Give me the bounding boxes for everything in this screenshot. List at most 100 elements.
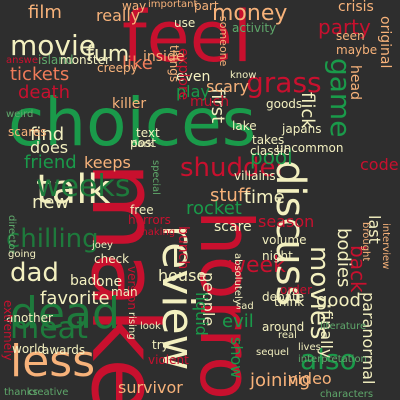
- word-villains: villains: [234, 169, 276, 183]
- word-favorite: favorite: [40, 288, 110, 309]
- word-party: party: [318, 15, 371, 39]
- word-weird: weird: [6, 109, 34, 120]
- word-interpretation: interpretation: [298, 354, 367, 365]
- word-tickets: tickets: [10, 64, 70, 85]
- word-sequel: sequel: [256, 347, 289, 358]
- word-choices: choices: [8, 84, 257, 161]
- word-dark: dark: [131, 139, 154, 150]
- word-someone: someone: [217, 16, 230, 67]
- word-answer: answer: [6, 55, 43, 66]
- word-season: season: [258, 212, 315, 231]
- word-around: around: [262, 320, 305, 334]
- word-scare: scare: [214, 219, 252, 235]
- word-one: one: [96, 274, 123, 290]
- word-awards: awards: [42, 343, 86, 357]
- word-making: making: [138, 227, 176, 238]
- word-week: week: [228, 253, 286, 278]
- word-thanks: thanks: [4, 387, 38, 398]
- word-inside: inside: [143, 49, 185, 65]
- word-chilling: chilling: [6, 224, 99, 254]
- word-director: director: [6, 215, 17, 254]
- word-joey: joey: [92, 240, 113, 251]
- word-think: think: [274, 295, 305, 309]
- word-survivor: survivor: [118, 378, 183, 397]
- word-going: going: [8, 249, 36, 260]
- word-stuff: stuff: [210, 185, 251, 206]
- word-special: special: [150, 160, 161, 195]
- word-maybe: maybe: [336, 43, 378, 57]
- word-feel: feel: [122, 0, 253, 78]
- word-friend: friend: [24, 152, 77, 173]
- word-takes: takes: [252, 133, 285, 147]
- word-death: death: [18, 82, 70, 103]
- word-time: time: [244, 187, 285, 208]
- word-violent: violent: [148, 353, 189, 367]
- word-liquid: liquid: [192, 292, 211, 336]
- word-sad: sad: [236, 301, 254, 312]
- word-important: important: [148, 0, 198, 10]
- word-check: check: [94, 252, 130, 266]
- word-money: money: [212, 1, 288, 26]
- word-original: original: [377, 16, 393, 69]
- word-post: post: [130, 136, 156, 150]
- word-like: like: [122, 53, 153, 74]
- word-island: island: [38, 53, 74, 67]
- word-know: know: [230, 70, 257, 81]
- word-dad: dad: [10, 258, 59, 288]
- word-world: world: [12, 342, 46, 356]
- word-meat: meat: [10, 311, 88, 346]
- word-monster: monster: [60, 53, 110, 67]
- word-much: much: [190, 94, 230, 110]
- word-head: head: [347, 65, 363, 100]
- word-crisis: crisis: [338, 0, 374, 15]
- word-keeps: keeps: [84, 153, 131, 172]
- word-japans: japans: [282, 122, 322, 136]
- word-shudder: shudder: [180, 153, 287, 183]
- word-dead: dead: [10, 288, 120, 339]
- word-creative: creative: [28, 387, 69, 398]
- word-house: house: [158, 266, 207, 285]
- word-movie: movie: [10, 29, 96, 62]
- word-another: another: [6, 311, 53, 325]
- word-evil: evil: [222, 311, 254, 332]
- word-video: video: [288, 369, 332, 388]
- word-killer: killer: [112, 96, 147, 112]
- word-scary: scary: [206, 77, 249, 96]
- word-creepy: creepy: [97, 61, 138, 75]
- word-bad: bad: [70, 273, 97, 289]
- word-good: good: [316, 290, 361, 311]
- word-joining: joining: [250, 370, 311, 391]
- word-new: new: [32, 192, 70, 213]
- word-fum: fum: [86, 42, 130, 67]
- word-film: film: [28, 2, 62, 23]
- word-debate: debate: [262, 290, 305, 304]
- word-volume: volume: [262, 233, 307, 247]
- word-show: show: [227, 337, 246, 379]
- word-bunch: bunch: [175, 226, 191, 270]
- word-weeks: weeks: [36, 169, 131, 204]
- word-lives: lives: [298, 342, 321, 353]
- word-less: less: [10, 336, 96, 387]
- word-code: code: [360, 155, 399, 174]
- word-part: part: [194, 0, 219, 13]
- word-talk: talk: [36, 167, 111, 213]
- word-seen: seen: [336, 29, 365, 43]
- word-scares: scares: [8, 125, 47, 139]
- word-literature: literature: [320, 321, 367, 332]
- word-text: text: [136, 126, 160, 140]
- word-even: even: [176, 69, 211, 85]
- word-classic: classic: [250, 144, 290, 158]
- word-night: night: [262, 249, 293, 263]
- word-brought: brought: [360, 222, 371, 262]
- word-characters: characters: [320, 389, 374, 400]
- word-horrors: horrors: [128, 213, 171, 227]
- word-extremely: extremely: [1, 300, 15, 361]
- word-also: also: [300, 343, 357, 376]
- word-lake: lake: [232, 119, 257, 133]
- word-paranormal: paranormal: [359, 292, 378, 385]
- word-does: does: [30, 138, 69, 157]
- word-interview: interview: [380, 223, 391, 270]
- word-try: try: [152, 338, 169, 352]
- word-way: way: [122, 0, 147, 13]
